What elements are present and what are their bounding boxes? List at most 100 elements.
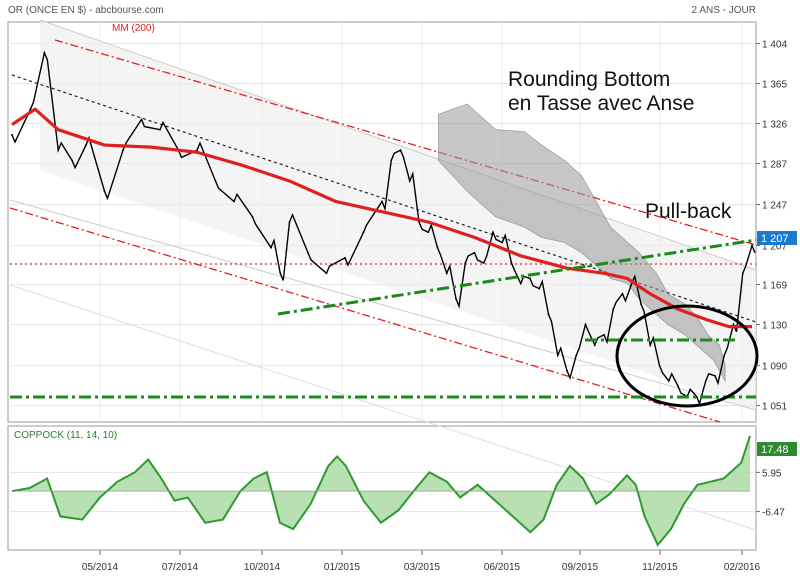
coppock-last-value: 17.48 [761, 444, 789, 456]
price-point [575, 354, 578, 357]
price-point [723, 354, 726, 357]
price-point [399, 149, 402, 152]
price-tick-label: 1 247 [762, 201, 787, 212]
coppock-area [12, 435, 750, 545]
price-point [233, 200, 235, 203]
price-point [603, 333, 605, 336]
price-point [658, 364, 661, 367]
price-tick-label: 1 169 [762, 281, 787, 292]
oscillator-y-axis: 5.95 -6.47 [756, 468, 785, 519]
price-point [677, 385, 679, 388]
price-point [288, 221, 291, 223]
price-point [649, 344, 652, 346]
price-point [390, 159, 393, 162]
price-point [445, 272, 448, 275]
price-point [140, 118, 143, 121]
price-point [29, 108, 32, 111]
price-point [621, 292, 624, 295]
price-tick-label: 1 365 [762, 80, 787, 91]
channel-lower-light [9, 199, 757, 411]
x-tick-label: 09/2015 [562, 562, 599, 573]
price-point [529, 277, 531, 280]
price-point [381, 200, 383, 203]
price-last-badge [757, 231, 797, 245]
price-point [482, 262, 485, 264]
price-point [57, 149, 60, 152]
coppock-last-badge [757, 442, 797, 456]
x-tick-label: 11/2015 [642, 562, 678, 573]
price-point [408, 180, 411, 182]
price-point [732, 323, 735, 326]
price-point [704, 380, 707, 382]
price-point [436, 246, 439, 249]
ma200-line [11, 107, 752, 329]
coppock-line [11, 435, 751, 547]
price-point [584, 323, 587, 326]
price-tick-label: 1 287 [762, 160, 787, 171]
period-label: 2 ANS - JOUR [692, 5, 756, 16]
ma-legend: MM (200) [112, 23, 155, 34]
support-trendline [277, 238, 757, 316]
resistance-line [11, 74, 757, 323]
osc-tick-label: 5.95 [762, 468, 782, 479]
price-point [593, 344, 596, 346]
price-point [122, 149, 124, 152]
x-tick-label: 03/2015 [404, 562, 441, 573]
price-point [510, 262, 513, 264]
price-point [556, 354, 559, 357]
price-tick-label: 1 051 [762, 402, 787, 413]
price-point [344, 256, 346, 259]
price-point [362, 231, 365, 234]
price-tick-label: 1 326 [762, 120, 787, 131]
cloud-shape [438, 103, 726, 383]
price-point [103, 190, 106, 193]
x-tick-label: 10/2014 [244, 562, 281, 573]
x-tick-label: 02/2016 [724, 562, 761, 573]
price-point [71, 159, 74, 162]
price-point [307, 251, 309, 254]
price-point [85, 144, 87, 146]
price-point [538, 287, 541, 290]
x-tick-label: 01/2015 [324, 562, 361, 573]
price-point [714, 374, 716, 377]
price-panel-frame [7, 21, 757, 423]
price-point [214, 180, 217, 182]
coppock-series [11, 435, 751, 547]
price-tick-label: 1 207 [762, 242, 787, 253]
price-point [640, 303, 642, 305]
price-point [270, 246, 272, 249]
pattern-title-line1: Rounding Bottom [508, 68, 670, 91]
oscillator-panel-frame [7, 425, 757, 551]
price-point [427, 231, 430, 234]
price-point [159, 128, 161, 131]
ma200-series [11, 107, 752, 329]
price-point [566, 369, 568, 372]
price-point [501, 241, 504, 244]
price-point [455, 298, 457, 300]
price-point [11, 133, 13, 136]
handle-ellipse [615, 304, 759, 408]
price-tick-label: 1 404 [762, 40, 787, 51]
price-point [251, 215, 254, 218]
price-line [11, 50, 756, 406]
x-axis: 05/2014 07/2014 10/2014 01/2015 03/2015 06/20… [82, 550, 761, 573]
price-point [279, 272, 282, 275]
price-point [547, 313, 550, 316]
price-point [519, 282, 522, 285]
pattern-title-line2: en Tasse avec Anse [508, 92, 694, 115]
price-point [741, 272, 744, 275]
osc-tick-label: -6.47 [762, 508, 785, 519]
price-point [667, 380, 670, 382]
lower-channel-line [9, 207, 721, 423]
x-tick-label: 05/2014 [82, 562, 119, 573]
x-tick-label: 07/2014 [162, 562, 199, 573]
coppock-legend: COPPOCK (11, 14, 10) [14, 430, 117, 441]
upper-channel-line [54, 39, 757, 246]
price-point [751, 244, 753, 247]
price-tick-label: 1 130 [762, 321, 787, 332]
price-series [11, 50, 756, 406]
price-point [473, 251, 476, 254]
price-point [464, 262, 467, 264]
